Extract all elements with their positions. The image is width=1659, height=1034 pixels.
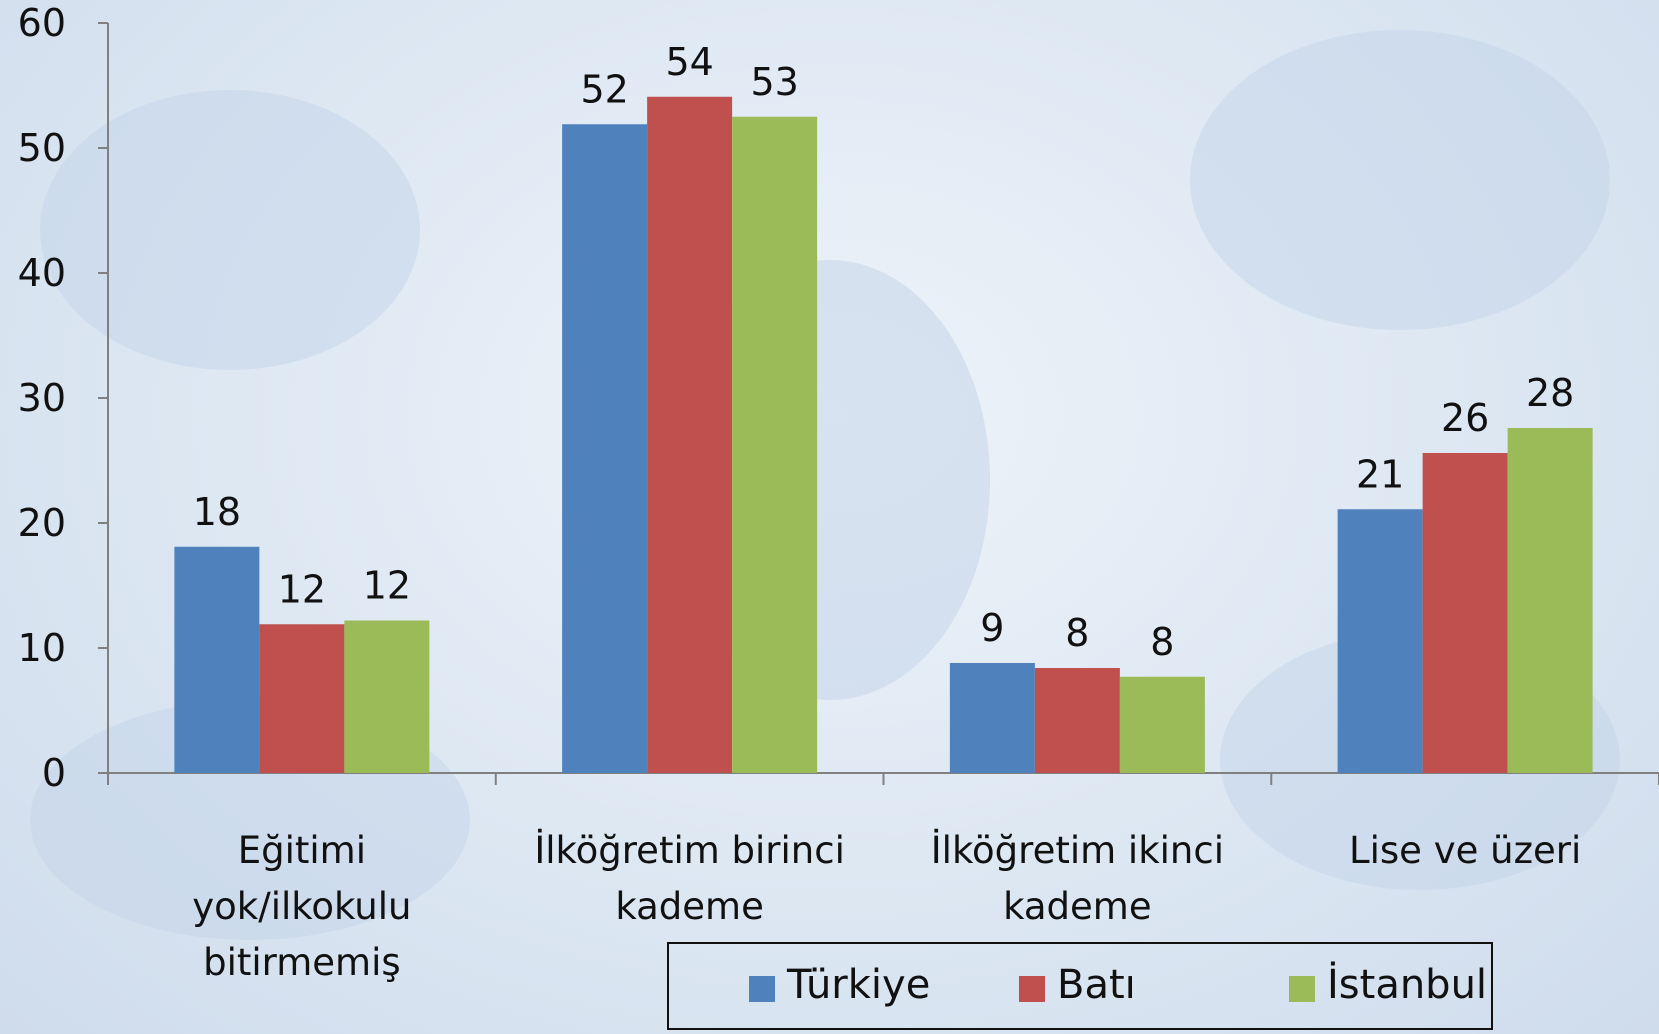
y-tick-label: 30 — [18, 376, 66, 420]
bar — [259, 624, 345, 773]
data-label: 12 — [363, 564, 411, 608]
bar — [1337, 509, 1423, 773]
data-label: 28 — [1526, 371, 1574, 415]
bar — [1507, 428, 1593, 773]
x-tick-label: İlköğretim birinci kademe — [534, 829, 845, 928]
bar — [647, 96, 733, 773]
bar — [174, 546, 260, 773]
legend-swatch — [1019, 976, 1045, 1002]
data-label: 12 — [278, 567, 326, 611]
y-tick-label: 60 — [18, 1, 66, 45]
legend-label: Batı — [1057, 962, 1136, 1008]
y-tick-label: 40 — [18, 251, 66, 295]
data-label: 53 — [750, 60, 798, 104]
data-label: 21 — [1356, 452, 1404, 496]
x-tick-label: İlköğretim ikinci kademe — [930, 829, 1224, 928]
data-label: 52 — [580, 67, 628, 111]
y-tick-label: 50 — [18, 126, 66, 170]
bar — [562, 124, 648, 773]
legend-swatch — [1289, 976, 1315, 1002]
data-label: 8 — [1065, 611, 1089, 655]
legend-label: Türkiye — [787, 962, 931, 1008]
x-tick-label: Eğitimi yok/ilkokulu bitirmemiş — [192, 829, 412, 984]
y-tick-label: 20 — [18, 501, 66, 545]
legend: Türkiye Batı İstanbul — [667, 942, 1493, 1030]
legend-swatch — [749, 976, 775, 1002]
bar — [1034, 668, 1120, 773]
data-label: 26 — [1441, 396, 1489, 440]
data-label: 54 — [665, 40, 713, 84]
data-label: 9 — [980, 606, 1004, 650]
legend-label: İstanbul — [1327, 962, 1488, 1008]
data-label: 8 — [1150, 620, 1174, 664]
data-label: 18 — [193, 490, 241, 534]
bar — [949, 663, 1035, 773]
x-tick-label: Lise ve üzeri — [1349, 829, 1582, 872]
bar — [732, 116, 818, 773]
y-tick-label: 0 — [42, 751, 66, 795]
bar — [1119, 676, 1205, 773]
bar — [1422, 453, 1508, 773]
bar — [344, 620, 430, 773]
y-tick-label: 10 — [18, 626, 66, 670]
